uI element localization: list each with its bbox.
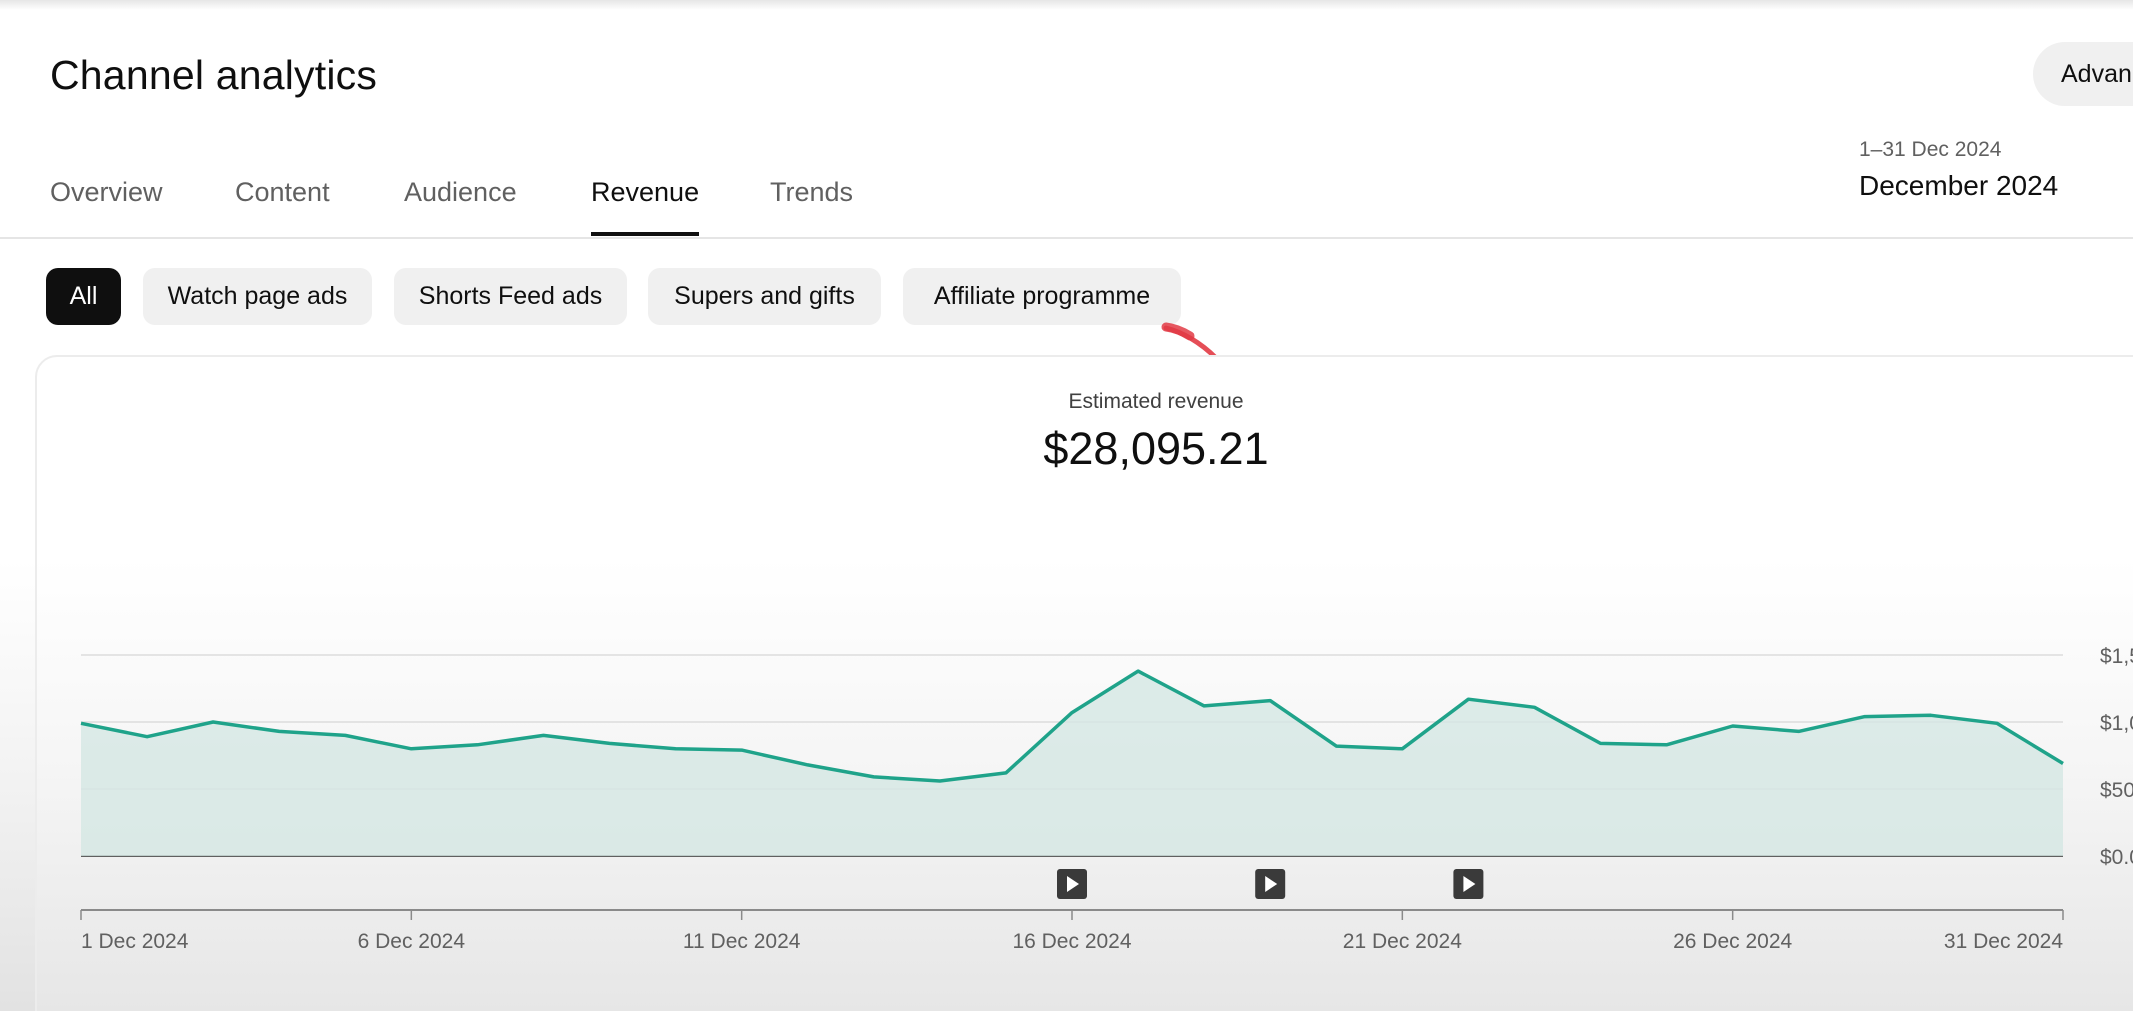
data-point[interactable] bbox=[1727, 720, 1739, 732]
y-tick-label: $50 bbox=[2100, 779, 2133, 802]
data-point[interactable] bbox=[1132, 665, 1144, 677]
date-range-period[interactable]: December 2024 bbox=[1859, 170, 2059, 201]
data-point[interactable] bbox=[934, 775, 946, 787]
data-point[interactable] bbox=[339, 729, 351, 741]
data-point[interactable] bbox=[1859, 711, 1871, 723]
data-point[interactable] bbox=[1462, 693, 1474, 705]
data-point[interactable] bbox=[273, 725, 285, 737]
data-point[interactable] bbox=[1396, 743, 1408, 755]
video-markers bbox=[1057, 869, 1484, 899]
data-point[interactable] bbox=[1000, 767, 1012, 779]
y-tick-label: $1,0 bbox=[2100, 712, 2133, 735]
revenue-series-line bbox=[80, 669, 2064, 783]
page-title: Channel analytics bbox=[50, 52, 378, 98]
x-tick-label: 16 Dec 2024 bbox=[1012, 930, 1131, 953]
data-point[interactable] bbox=[471, 739, 483, 751]
metric-label: Estimated revenue bbox=[1068, 390, 1244, 413]
x-tick-label: 26 Dec 2024 bbox=[1673, 930, 1792, 953]
chip-shorts-feed-ads[interactable]: Shorts Feed ads bbox=[394, 268, 627, 325]
x-tick-label: 6 Dec 2024 bbox=[358, 930, 466, 953]
metric-value: $28,095.21 bbox=[1043, 423, 1269, 474]
data-point[interactable] bbox=[2057, 758, 2069, 770]
data-point[interactable] bbox=[1661, 739, 1673, 751]
data-point[interactable] bbox=[604, 737, 616, 749]
chip-supers-and-gifts[interactable]: Supers and gifts bbox=[648, 268, 881, 325]
data-point[interactable] bbox=[141, 731, 153, 743]
y-axis: $0.0 $50 $1,0 $1,5 bbox=[2100, 645, 2133, 869]
tab-audience[interactable]: Audience bbox=[404, 177, 517, 207]
data-point[interactable] bbox=[207, 716, 219, 728]
video-marker-icon[interactable] bbox=[1453, 869, 1484, 899]
date-range-label[interactable]: 1–31 Dec 2024 bbox=[1859, 138, 2002, 161]
data-point[interactable] bbox=[1264, 695, 1276, 707]
y-tick-label: $1,5 bbox=[2100, 645, 2133, 668]
chip-watch-page-ads[interactable]: Watch page ads bbox=[143, 268, 372, 325]
data-point[interactable] bbox=[868, 771, 880, 783]
tab-content[interactable]: Content bbox=[235, 177, 330, 207]
data-point[interactable] bbox=[537, 729, 549, 741]
video-marker-icon[interactable] bbox=[1057, 869, 1087, 899]
data-point[interactable] bbox=[1330, 740, 1342, 752]
data-point[interactable] bbox=[670, 743, 682, 755]
data-point[interactable] bbox=[1198, 700, 1210, 712]
x-tick-label: 21 Dec 2024 bbox=[1343, 930, 1462, 953]
data-point[interactable] bbox=[1793, 725, 1805, 737]
top-shadow bbox=[0, 0, 2133, 10]
data-point[interactable] bbox=[802, 759, 814, 771]
data-point[interactable] bbox=[1595, 737, 1607, 749]
x-tick-label: 1 Dec 2024 bbox=[81, 930, 189, 953]
video-marker-icon[interactable] bbox=[1255, 869, 1286, 899]
tab-revenue[interactable]: Revenue bbox=[591, 172, 700, 236]
tab-trends[interactable]: Trends bbox=[770, 177, 854, 207]
chip-affiliate-programme[interactable]: Affiliate programme bbox=[903, 268, 1181, 325]
tab-overview[interactable]: Overview bbox=[50, 177, 163, 207]
y-tick-label: $0.0 bbox=[2100, 846, 2133, 869]
advanced-mode-button[interactable]: Advan bbox=[2033, 42, 2133, 106]
tabs-divider bbox=[0, 237, 2133, 239]
data-point[interactable] bbox=[1925, 709, 1937, 721]
revenue-chart-card bbox=[35, 355, 2133, 1011]
data-point[interactable] bbox=[1066, 707, 1078, 719]
data-point[interactable] bbox=[75, 717, 87, 729]
revenue-area bbox=[81, 671, 2063, 856]
data-point[interactable] bbox=[736, 744, 748, 756]
chip-all[interactable]: All bbox=[46, 268, 121, 325]
data-point[interactable] bbox=[405, 743, 417, 755]
x-tick-label: 31 Dec 2024 bbox=[1944, 930, 2063, 953]
x-axis: 1 Dec 2024 6 Dec 2024 11 Dec 2024 16 Dec 20… bbox=[80, 909, 2064, 953]
data-point[interactable] bbox=[1528, 701, 1540, 713]
x-tick-label: 11 Dec 2024 bbox=[683, 930, 801, 953]
data-point[interactable] bbox=[1991, 717, 2003, 729]
